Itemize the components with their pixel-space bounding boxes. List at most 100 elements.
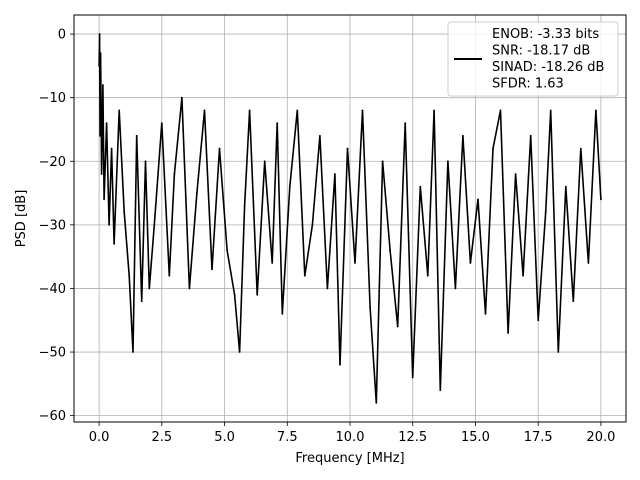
data-point [263, 160, 266, 163]
legend: ENOB: -3.33 bits SNR: -18.17 dB SINAD: -… [447, 21, 619, 97]
data-point [296, 109, 299, 112]
legend-entry-sfdr: SFDR: 1.63 [492, 77, 564, 92]
data-point [537, 319, 540, 322]
series-line [98, 34, 602, 403]
legend-box [447, 21, 619, 97]
data-point [233, 293, 236, 296]
data-point [326, 287, 329, 290]
data-point [549, 109, 552, 112]
data-point [499, 109, 502, 112]
legend-entry-enob: ENOB: -3.33 bits [492, 27, 599, 42]
data-point [334, 173, 336, 175]
data-point [211, 268, 213, 271]
plot-area [98, 33, 602, 404]
data-point [203, 109, 206, 112]
data-point [160, 122, 163, 124]
x-tick-label: 5.0 [214, 430, 235, 445]
data-point [108, 224, 110, 226]
ticks: 0.0 2.5 5.0 7.5 10.0 12.5 15.0 17.5 20.0 0 −10 −20 −… [39, 28, 616, 445]
data-point [557, 351, 560, 353]
data-point [196, 192, 198, 195]
data-point [572, 300, 575, 303]
data-point [144, 160, 147, 163]
data-point [419, 185, 422, 188]
data-point [411, 376, 414, 379]
data-point [128, 274, 131, 277]
data-point [105, 122, 108, 124]
data-point [238, 351, 241, 353]
x-tick-label: 17.5 [524, 430, 553, 445]
y-axis-title: PSD [dB] [14, 190, 29, 248]
x-tick-label: 0.0 [89, 430, 110, 445]
data-point [492, 147, 494, 150]
y-tick-label: −40 [39, 282, 66, 297]
legend-entry-snr: SNR: -18.17 dB [492, 44, 590, 59]
x-tick-label: 7.5 [277, 430, 298, 445]
data-point [439, 389, 442, 392]
data-point [389, 249, 391, 252]
data-point [303, 274, 306, 277]
data-point [123, 211, 126, 214]
data-point [447, 160, 449, 163]
data-point [477, 198, 479, 201]
data-point [339, 363, 341, 366]
data-point [99, 134, 101, 137]
y-tick-label: 0 [58, 28, 66, 43]
data-point [188, 287, 191, 290]
data-point [110, 147, 113, 150]
data-point [529, 134, 532, 137]
data-point [276, 122, 279, 124]
data-point [484, 313, 487, 315]
data-point [319, 134, 321, 137]
data-point [173, 173, 176, 175]
data-point [226, 249, 229, 252]
x-tick-label: 15.0 [461, 430, 490, 445]
data-point [256, 293, 259, 296]
x-axis-title: Frequency [MHz] [295, 451, 404, 466]
data-point [544, 211, 547, 214]
data-point [181, 96, 183, 99]
data-point [433, 109, 435, 112]
data-point [98, 33, 101, 35]
data-point [113, 243, 115, 245]
data-point [98, 65, 100, 67]
data-point [243, 204, 246, 207]
data-point [100, 173, 103, 175]
data-point [100, 109, 102, 112]
data-point [375, 402, 378, 404]
data-point [361, 109, 364, 112]
data-point [99, 52, 102, 55]
data-point [346, 147, 349, 150]
data-point [148, 287, 151, 290]
data-point [381, 160, 384, 163]
x-tick-label: 12.5 [398, 430, 427, 445]
data-point [462, 134, 464, 137]
data-point [218, 147, 221, 150]
data-point [426, 274, 429, 277]
data-point [103, 198, 105, 201]
data-point [507, 332, 509, 334]
data-point [248, 109, 251, 112]
data-point [118, 109, 121, 112]
data-point [369, 306, 371, 309]
legend-entry-sinad: SINAD: -18.26 dB [492, 60, 604, 75]
data-point [595, 109, 597, 112]
data-point [522, 274, 524, 277]
x-tick-label: 2.5 [151, 430, 172, 445]
data-point [281, 313, 284, 315]
x-tick-label: 20.0 [586, 430, 615, 445]
data-point [132, 351, 134, 353]
data-point [454, 287, 457, 290]
data-point [469, 262, 472, 264]
data-point [600, 198, 602, 201]
data-point [153, 224, 156, 226]
data-point [135, 134, 138, 137]
data-point [354, 262, 356, 264]
data-point [404, 122, 407, 124]
data-point [311, 224, 314, 226]
data-point [140, 300, 143, 303]
data-point [396, 325, 399, 328]
y-tick-label: −20 [39, 155, 66, 170]
data-point [514, 173, 517, 175]
